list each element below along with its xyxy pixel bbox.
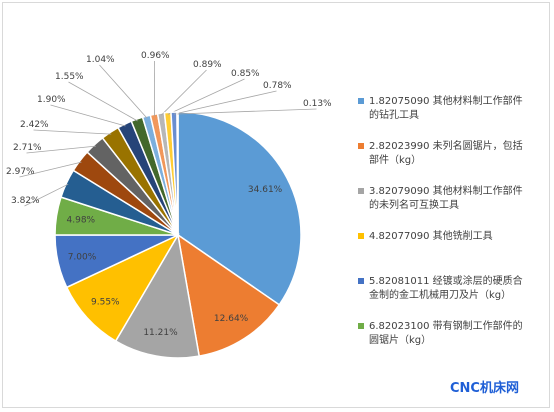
leader-line-17: [173, 90, 277, 115]
pie-slice-18: [176, 111, 179, 236]
legend-item-2: 2.82023990 未列名圆锯片，包括 部件（kg）: [358, 140, 544, 168]
leader-line-16: [167, 78, 245, 115]
leader-line-8: [19, 161, 82, 178]
legend-item-1: 1.82075090 其他材料制工作部件 的钻孔工具: [358, 95, 544, 123]
slice-label-6: 4.98%: [67, 216, 96, 226]
legend-label-4a: 4.82077090 其他铣削工具: [369, 231, 493, 242]
legend-label-5a: 5.82081011 经镀或涂层的硬质合: [369, 276, 523, 287]
legend-swatch-6: [358, 323, 364, 329]
slice-label-13: 1.04%: [86, 55, 115, 65]
leader-line-10: [33, 129, 112, 135]
legend-label-1a: 1.82075090 其他材料制工作部件: [369, 96, 523, 107]
legend-label-2a: 2.82023990 未列名圆锯片，包括: [369, 141, 523, 152]
slice-label-14: 0.96%: [141, 51, 170, 61]
legend-label-2b: 部件（kg）: [369, 155, 422, 166]
legend-swatch-2: [358, 143, 364, 149]
pie-slice-3: [114, 232, 201, 359]
leader-line-11: [50, 104, 126, 127]
slice-label-5: 7.00%: [68, 252, 97, 262]
slice-label-3: 11.21%: [143, 328, 178, 338]
watermark-logo: CNC机床网: [450, 381, 519, 396]
legend-label-5b: 金制的金工机械用刀及片（kg）: [369, 290, 512, 301]
leader-line-18: [177, 108, 317, 115]
legend-swatch-5: [358, 278, 364, 284]
legend-label-6a: 6.82023100 带有钢制工作部件的: [369, 321, 523, 332]
slice-label-10: 2.42%: [20, 120, 49, 130]
legend-swatch-1: [358, 98, 364, 104]
slice-label-7: 3.82%: [11, 196, 40, 206]
legend-item-3: 3.82079090 其他材料制工作部件 的未列名可互换工具: [358, 185, 544, 213]
slice-label-18: 0.13%: [303, 99, 332, 109]
legend-item-5: 5.82081011 经镀或涂层的硬质合 金制的金工机械用刀及片（kg）: [358, 275, 544, 303]
pie-slice-1: [177, 111, 302, 306]
leader-line-9: [26, 145, 96, 154]
slice-label-11: 1.90%: [37, 95, 66, 105]
slice-label-16: 0.85%: [231, 69, 260, 79]
slice-label-1: 34.61%: [248, 185, 283, 195]
legend-item-6: 6.82023100 带有钢制工作部件的 圆锯片（kg）: [358, 320, 544, 348]
legend-swatch-4: [358, 233, 364, 239]
legend-item-4: 4.82077090 其他铣削工具: [358, 230, 544, 244]
legend-label-6b: 圆锯片（kg）: [369, 335, 432, 346]
leader-line-15: [161, 69, 207, 116]
slice-label-17: 0.78%: [263, 81, 292, 91]
slice-label-12: 1.55%: [55, 72, 84, 82]
legend-label-1b: 的钻孔工具: [369, 110, 419, 121]
pie-chart: 34.61% 12.64% 11.21% 9.55% 7.00% 4.98% 3.82% 2.…: [6, 51, 332, 359]
slice-label-9: 2.71%: [13, 143, 42, 153]
leader-line-13: [99, 64, 148, 119]
chart-frame: 34.61% 12.64% 11.21% 9.55% 7.00% 4.98% 3.82% 2.…: [2, 2, 550, 408]
slice-label-8: 2.97%: [6, 167, 35, 177]
legend-label-3a: 3.82079090 其他材料制工作部件: [369, 186, 523, 197]
legend-swatch-3: [358, 188, 364, 194]
chart-legend: 1.82075090 其他材料制工作部件 的钻孔工具 2.82023990 未列…: [358, 95, 544, 365]
pie-slice-2: [176, 233, 281, 358]
slice-label-4: 9.55%: [91, 297, 120, 307]
legend-label-3b: 的未列名可互换工具: [369, 200, 459, 211]
slice-label-2: 12.64%: [214, 314, 249, 324]
slice-label-15: 0.89%: [193, 60, 222, 70]
leader-line-12: [68, 81, 138, 122]
leader-line-7: [24, 183, 69, 207]
